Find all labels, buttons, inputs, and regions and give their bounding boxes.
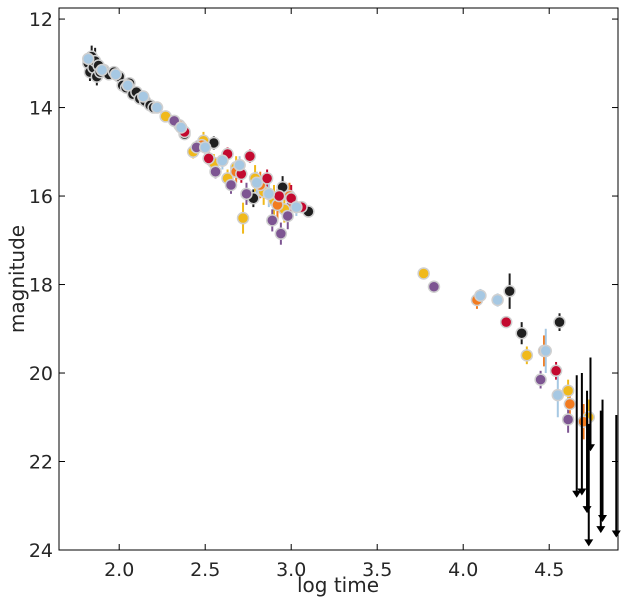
data-point: [262, 187, 276, 201]
y-axis-label: magnitude: [5, 225, 29, 333]
y-tick-label: 20: [29, 363, 53, 385]
x-tick-label: 4.5: [534, 559, 564, 581]
data-point: [233, 158, 246, 172]
data-point: [209, 165, 222, 178]
data-point: [561, 384, 575, 397]
data-point: [240, 187, 253, 201]
x-tick-label: 2.0: [104, 559, 134, 581]
y-tick-label: 18: [29, 275, 53, 297]
data-point: [290, 200, 303, 214]
data-point: [491, 293, 504, 307]
data-point: [417, 267, 430, 280]
plot-background: [59, 8, 618, 550]
data-point: [503, 284, 516, 298]
data-point: [198, 141, 212, 154]
x-tick-label: 4.0: [448, 559, 478, 581]
upper-limit-arrow: [598, 515, 608, 523]
data-point: [81, 52, 95, 66]
data-point: [236, 211, 250, 225]
data-point: [95, 63, 109, 77]
data-point: [515, 326, 528, 340]
y-tick-label: 14: [29, 98, 53, 120]
y-tick-label: 24: [29, 540, 53, 562]
y-tick-label: 12: [29, 9, 53, 31]
data-point: [427, 280, 441, 293]
y-tick-label: 22: [29, 452, 53, 474]
upper-limit-arrow: [584, 539, 594, 547]
upper-limit-arrow: [596, 526, 606, 534]
x-tick-label: 2.5: [190, 559, 220, 581]
upper-limit-arrow: [577, 488, 587, 496]
data-point: [243, 149, 257, 163]
upper-limit-arrow: [572, 490, 582, 498]
data-point: [150, 101, 164, 114]
data-point: [216, 154, 229, 167]
upper-limit-arrow: [611, 530, 621, 538]
data-point: [272, 189, 286, 203]
x-tick-label: 3.5: [362, 559, 392, 581]
data-points: [81, 50, 596, 428]
data-point: [224, 178, 238, 192]
upper-limit-arrow: [585, 444, 595, 452]
data-point: [260, 172, 274, 185]
x-axis-label: log time: [297, 573, 379, 597]
data-point: [539, 344, 553, 358]
data-point: [281, 209, 295, 223]
data-point: [534, 373, 547, 386]
x-tick-label: 3.0: [276, 559, 306, 581]
data-point: [553, 315, 566, 329]
data-point: [474, 289, 487, 302]
data-point: [266, 214, 279, 227]
data-point: [250, 176, 264, 190]
y-tick-label: 16: [29, 186, 53, 208]
data-point: [202, 152, 215, 165]
data-point: [121, 79, 135, 92]
data-point: [563, 397, 577, 411]
data-point: [499, 315, 513, 329]
data-point: [109, 68, 123, 81]
data-point: [551, 388, 565, 402]
data-point: [137, 90, 150, 103]
plot-frame: [58, 7, 619, 551]
upper-limits: [572, 357, 621, 547]
data-point: [520, 349, 534, 362]
data-point: [561, 413, 575, 426]
tick-labels: 2.0 2.5 3.0 3.5 4.0 4.5 12 14 16 18 20 22 24: [29, 9, 564, 581]
data-point: [174, 121, 188, 134]
data-point: [549, 364, 563, 378]
data-point: [274, 227, 288, 240]
